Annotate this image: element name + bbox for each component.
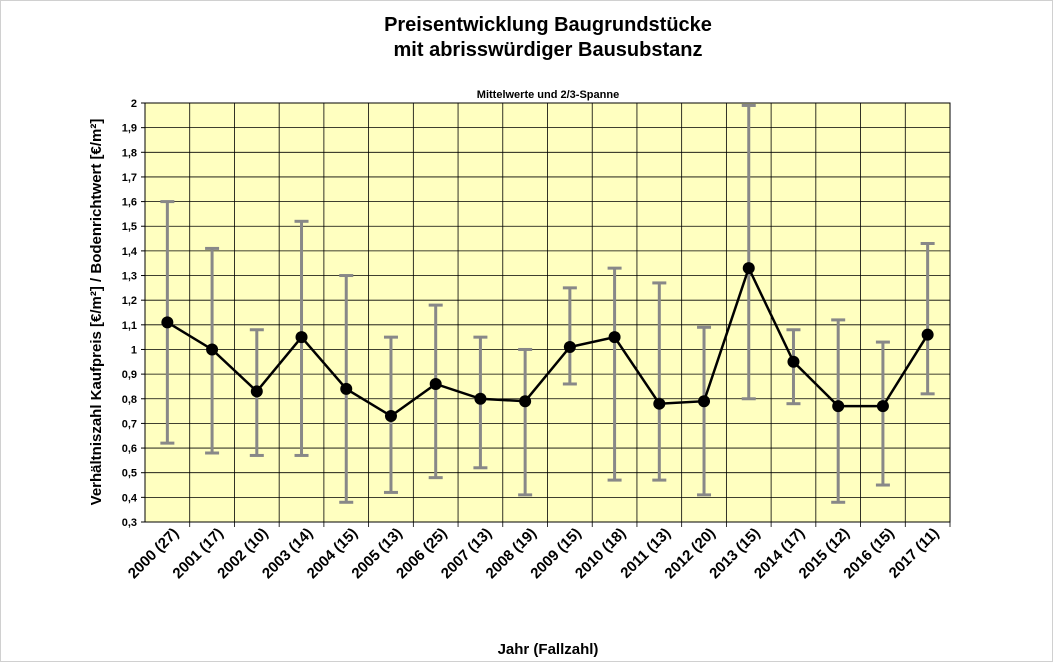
point (653, 397, 666, 410)
point (742, 262, 755, 275)
y-tick-label: 1,4 (122, 246, 138, 258)
point (295, 331, 308, 344)
point (161, 316, 174, 329)
point (474, 392, 487, 405)
y-tick-label: 1,5 (122, 221, 137, 233)
point (832, 400, 845, 413)
y-tick-label: 1,1 (122, 320, 137, 332)
chart-subtitle: Mittelwerte und 2/3-Spanne (477, 89, 619, 101)
y-tick-label: 0,3 (122, 517, 137, 529)
point (698, 395, 711, 408)
y-tick-label: 1,2 (122, 295, 137, 307)
point (608, 331, 621, 344)
point (340, 382, 353, 395)
point (563, 341, 576, 354)
point (206, 343, 219, 356)
point (384, 410, 397, 423)
plot-border (144, 102, 951, 523)
y-tick-label: 0,5 (122, 468, 137, 480)
point (876, 400, 889, 413)
y-tick-label: 1,9 (122, 123, 137, 135)
y-tick-label: 1,8 (122, 147, 137, 159)
y-tick-label: 0,4 (122, 492, 138, 504)
y-tick-label: 2 (131, 98, 137, 110)
y-tick-label: 1 (131, 344, 137, 356)
series-line (166, 264, 929, 418)
y-tick-label: 0,7 (122, 418, 137, 430)
point (921, 328, 934, 341)
chart-title: mit abrisswürdiger Bausubstanz (394, 39, 703, 61)
y-axis-label: Verhältniszahl Kaufpreis [€/m²] / Bodenr… (88, 119, 105, 506)
point (250, 385, 263, 398)
y-tick-label: 0,9 (122, 369, 137, 381)
y-tick-label: 1,3 (122, 271, 137, 283)
chart-title: Preisentwicklung Baugrundstücke (384, 14, 712, 36)
point (519, 395, 532, 408)
y-tick-label: 0,6 (122, 443, 137, 455)
y-tick-label: 0,8 (122, 394, 137, 406)
y-tick-label: 1,7 (122, 172, 137, 184)
point (787, 355, 800, 368)
x-axis-label: Jahr (Fallzahl) (498, 641, 599, 658)
point (429, 377, 442, 390)
y-tick-label: 1,6 (122, 197, 137, 209)
